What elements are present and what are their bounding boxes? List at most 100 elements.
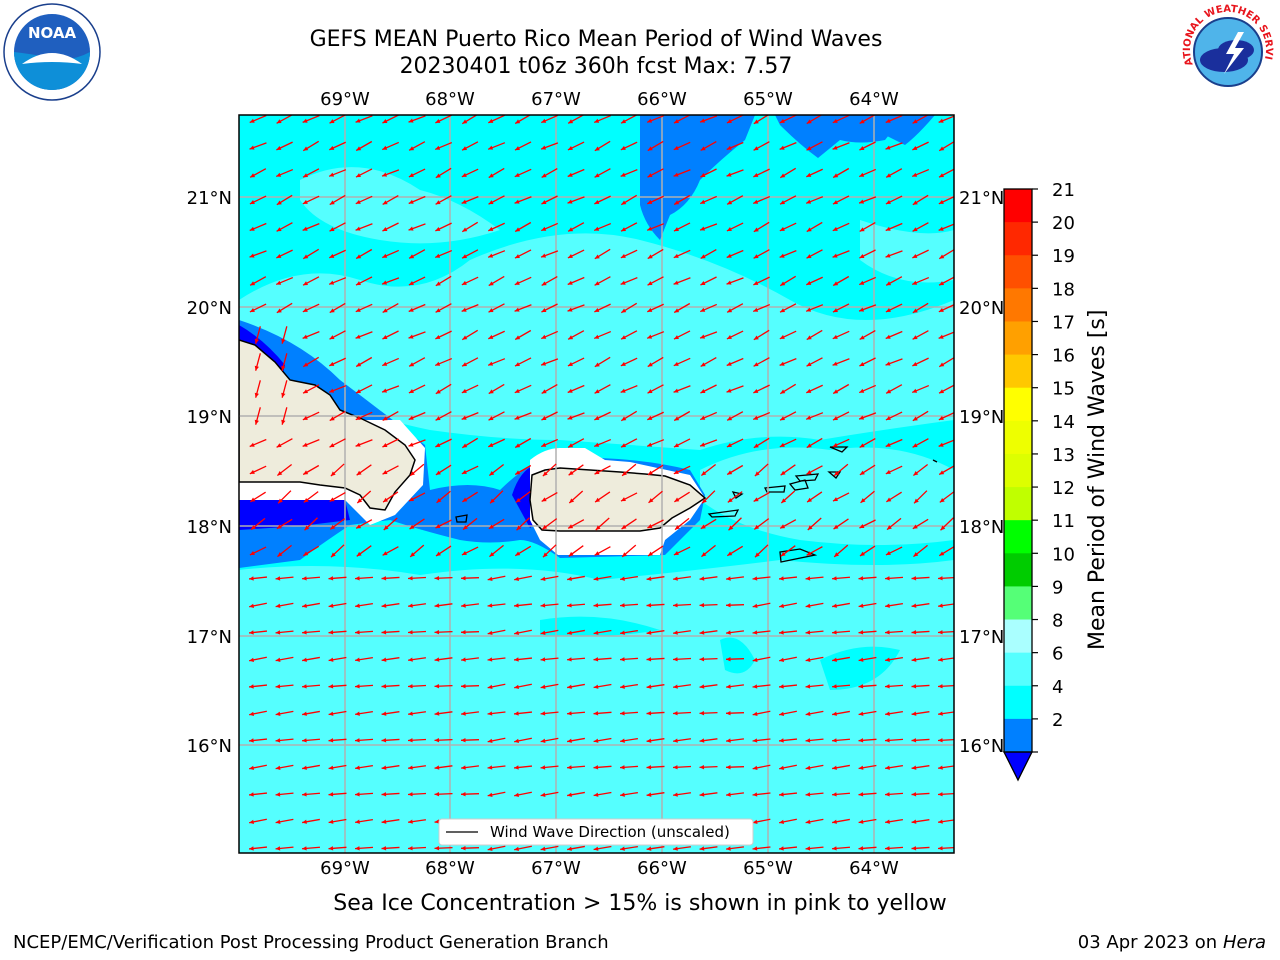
wind-wave-arrow	[699, 115, 718, 123]
colorbar: 21 20 19 18 17 16 15 14 13 12 11 10 9 8 6 4 2	[1002, 180, 1075, 782]
wind-wave-arrow	[594, 491, 611, 503]
wind-wave-arrow	[593, 683, 612, 689]
wind-wave-arrow	[673, 169, 691, 177]
wind-wave-arrow	[753, 437, 770, 449]
wind-wave-arrow	[806, 249, 823, 259]
wind-wave-arrow	[937, 738, 954, 743]
wind-wave-arrow	[832, 764, 850, 770]
wind-wave-arrow	[408, 303, 426, 313]
wind-wave-arrow	[620, 249, 638, 259]
wind-wave-arrow	[594, 195, 611, 205]
wind-wave-arrow	[566, 711, 586, 716]
wind-wave-arrow	[726, 141, 744, 151]
wind-wave-arrow	[461, 276, 479, 286]
wind-wave-arrow	[673, 115, 691, 124]
wind-wave-arrow	[672, 657, 692, 662]
wind-wave-arrow	[407, 846, 427, 851]
wind-wave-arrow	[434, 141, 453, 151]
wind-wave-arrow	[913, 490, 928, 504]
wind-wave-arrow	[356, 464, 372, 476]
wind-wave-arrow	[355, 602, 373, 608]
wind-wave-arrow	[858, 576, 877, 581]
wind-wave-arrow	[329, 492, 346, 502]
wind-wave-arrow	[673, 330, 691, 340]
wind-wave-arrow	[355, 411, 373, 421]
wind-wave-arrow	[540, 222, 559, 232]
wind-wave-arrow	[807, 517, 822, 531]
wind-wave-arrow	[672, 792, 692, 797]
wind-wave-arrow	[753, 384, 770, 394]
wind-wave-arrow	[461, 304, 479, 312]
wind-wave-arrow	[540, 629, 559, 635]
wind-wave-arrow	[646, 765, 665, 770]
wind-wave-arrow	[673, 546, 691, 556]
wind-wave-arrow	[673, 194, 691, 206]
wind-wave-arrow	[540, 791, 559, 797]
wind-wave-arrow	[302, 439, 320, 447]
wind-wave-arrow	[779, 411, 797, 421]
wind-wave-arrow	[832, 411, 850, 421]
wind-wave-arrow	[514, 575, 532, 581]
wind-wave-arrow	[780, 464, 796, 476]
wind-wave-arrow	[329, 518, 346, 530]
lon-label-bottom: 66°W	[637, 858, 687, 879]
wind-wave-arrow	[461, 384, 479, 394]
wind-wave-arrow	[858, 276, 877, 286]
wind-wave-arrow	[302, 248, 320, 260]
wind-wave-arrow	[806, 115, 823, 125]
sea-ice-note: Sea Ice Concentration > 15% is shown in …	[333, 891, 947, 916]
wind-wave-arrow	[435, 222, 452, 232]
wind-wave-arrow	[567, 196, 585, 204]
wind-wave-arrow	[885, 142, 903, 150]
wind-wave-arrow	[514, 221, 532, 233]
wind-wave-arrow	[647, 545, 664, 557]
wind-wave-arrow	[859, 464, 876, 476]
wind-wave-arrow	[911, 276, 930, 286]
wind-wave-arrow	[567, 304, 585, 312]
wind-wave-arrow	[859, 222, 876, 232]
wind-wave-arrow	[594, 276, 611, 286]
wind-wave-arrow	[408, 276, 426, 286]
wind-wave-arrow	[831, 738, 851, 743]
wind-wave-arrow	[275, 846, 294, 851]
colorbar-tick-label: 2	[1052, 710, 1063, 731]
wind-wave-arrow	[886, 491, 902, 503]
wind-wave-arrow	[408, 115, 426, 123]
wind-wave-arrow	[938, 276, 954, 286]
wind-wave-arrow	[567, 330, 585, 340]
wind-wave-arrow	[276, 222, 293, 232]
wind-wave-arrow	[725, 602, 745, 608]
wind-wave-arrow	[461, 465, 479, 475]
wind-wave-arrow	[593, 575, 612, 581]
wind-wave-arrow	[620, 302, 638, 314]
wind-wave-arrow	[540, 737, 559, 743]
wind-wave-arrow	[249, 168, 267, 178]
wind-wave-arrow	[699, 576, 718, 581]
wind-wave-arrow	[434, 630, 453, 635]
wind-wave-arrow	[382, 195, 399, 205]
wind-wave-arrow	[514, 196, 532, 204]
wind-wave-arrow	[250, 517, 266, 531]
wind-wave-arrow	[381, 141, 400, 151]
wind-wave-arrow	[912, 222, 929, 232]
wind-wave-arrow	[913, 544, 928, 558]
wind-wave-arrow	[805, 576, 824, 581]
wind-wave-arrow	[460, 603, 480, 608]
wind-wave-arrow	[513, 765, 533, 770]
wind-wave-arrow	[911, 846, 930, 851]
wind-wave-arrow	[700, 276, 717, 286]
wind-wave-arrow	[832, 222, 850, 232]
wind-wave-arrow	[911, 657, 930, 662]
wind-wave-arrow	[912, 249, 929, 259]
wind-wave-arrow	[779, 250, 797, 258]
wind-wave-arrow	[779, 438, 797, 448]
wave-period-4-6-pockets	[540, 616, 900, 690]
wind-wave-arrow	[778, 846, 798, 851]
wind-wave-arrow	[248, 846, 268, 851]
wind-wave-arrow	[620, 385, 638, 393]
wind-wave-arrow	[407, 630, 427, 635]
wind-wave-arrow	[620, 683, 638, 689]
wind-wave-arrow	[409, 463, 425, 477]
footer-host: Hera	[1222, 932, 1266, 953]
map-legend: Wind Wave Direction (unscaled)	[438, 818, 754, 846]
